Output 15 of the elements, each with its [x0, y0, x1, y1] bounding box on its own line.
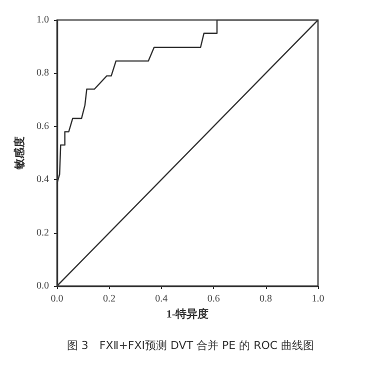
x-tick-label: 0.6 [207, 294, 220, 304]
y-tick-label: 0.8 [36, 68, 49, 79]
x-tick-label: 0.8 [260, 294, 272, 304]
x-tick-label: 0.0 [50, 294, 64, 304]
y-tick-label: 1.0 [36, 14, 49, 26]
y-tick-label: 0.6 [36, 120, 49, 132]
y-tick-label: 0.4 [36, 174, 49, 186]
y-tick-label: 0.0 [36, 280, 49, 292]
caption: 图 3 FXⅡ+FXI预测 DVT 合并 PE 的 ROC 曲线图 [66, 339, 314, 352]
y-tick-label: 0.2 [36, 227, 49, 238]
x-tick-label: 0.4 [155, 294, 168, 304]
x-tick-label: 0.2 [102, 294, 116, 304]
x-axis-title: 1-特异度 [166, 307, 209, 320]
y-axis-title: 敏感度 [13, 136, 26, 170]
x-tick-label: 1.0 [312, 294, 324, 304]
